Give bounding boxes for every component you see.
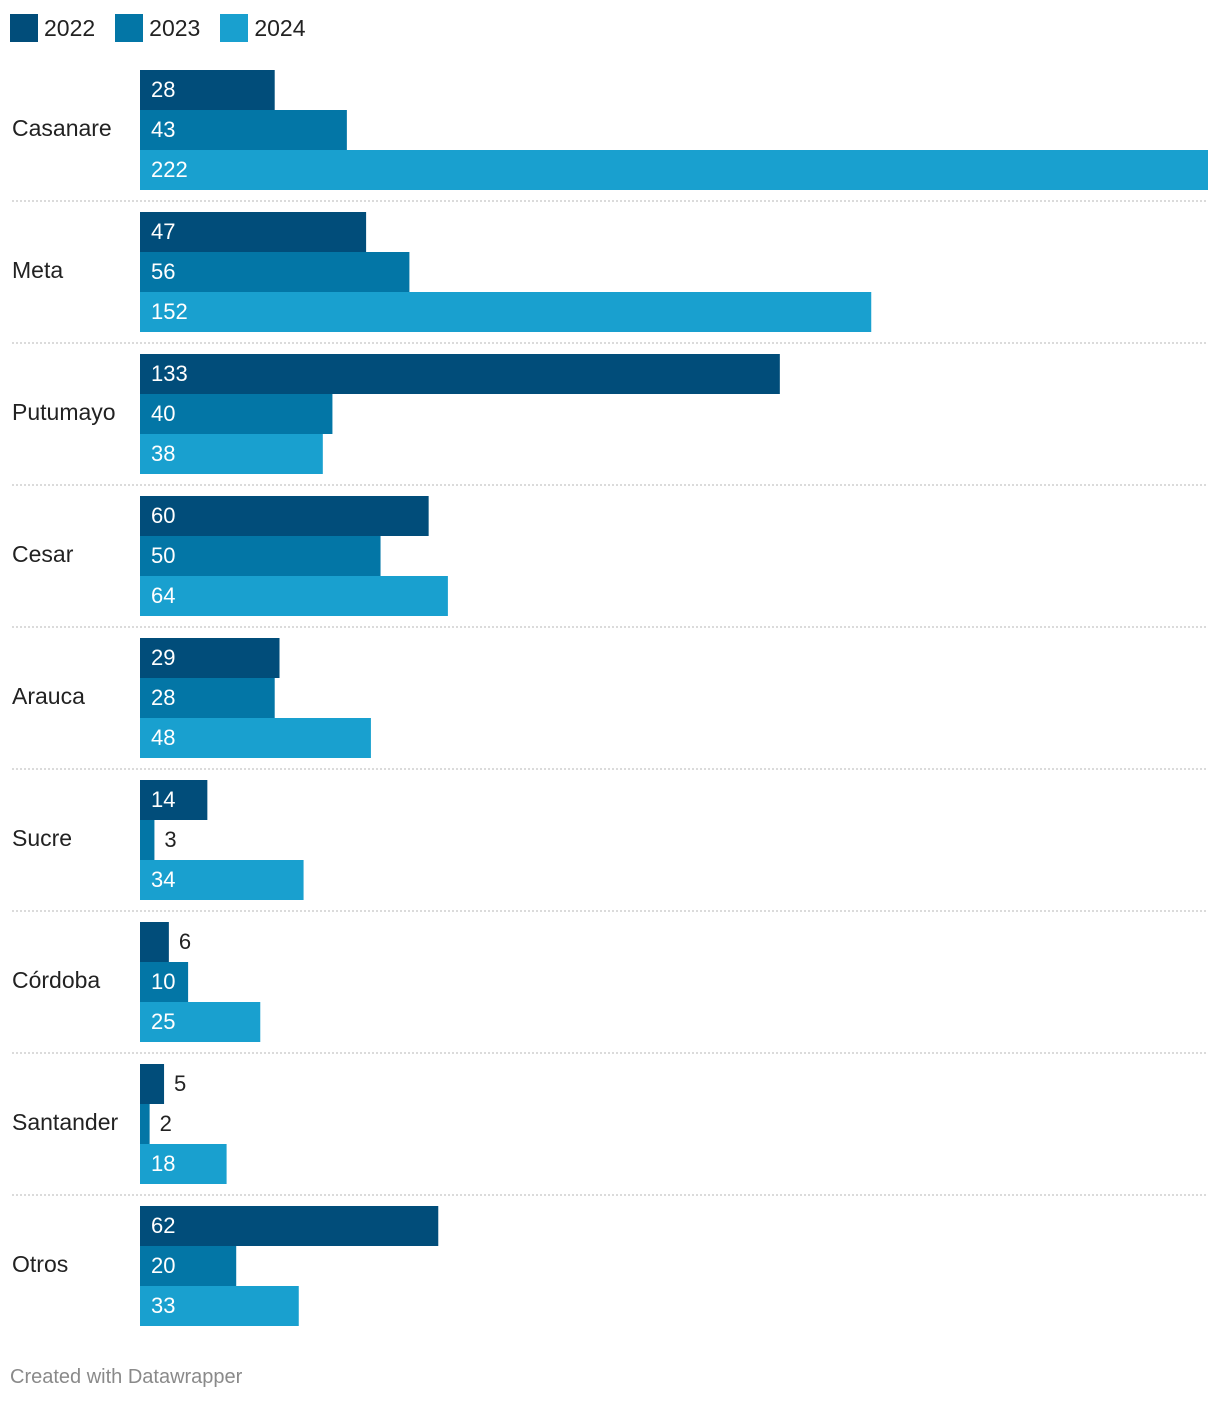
bar-cesar-2023 — [140, 536, 381, 576]
value-label-otros-2024: 33 — [151, 1293, 175, 1318]
value-label-santander-2024: 18 — [151, 1151, 175, 1176]
legend-item-2022: 2022 — [10, 14, 95, 42]
category-label-cesar: Cesar — [12, 541, 74, 567]
bar-arauca-2023 — [140, 678, 275, 718]
legend-swatch-2022 — [10, 14, 38, 42]
bar-casanare-2022 — [140, 70, 275, 110]
bar-cordoba-2024 — [140, 1002, 261, 1042]
bar-santander-2023 — [140, 1104, 150, 1144]
legend-item-2024: 2024 — [220, 14, 306, 42]
legend-label-2024: 2024 — [254, 14, 306, 41]
category-label-otros: Otros — [12, 1251, 68, 1277]
category-label-putumayo: Putumayo — [12, 399, 116, 425]
bar-otros-2023 — [140, 1246, 237, 1286]
value-label-arauca-2023: 28 — [151, 685, 175, 710]
value-label-putumayo-2022: 133 — [151, 361, 188, 386]
bar-arauca-2022 — [140, 638, 280, 678]
category-label-sucre: Sucre — [12, 825, 72, 851]
bar-cesar-2022 — [140, 496, 429, 536]
legend-label-2023: 2023 — [149, 14, 201, 41]
bar-sucre-2023 — [140, 820, 155, 860]
bar-putumayo-2023 — [140, 394, 333, 434]
bar-cordoba-2023 — [140, 962, 189, 1002]
value-label-arauca-2024: 48 — [151, 725, 175, 750]
value-label-sucre-2023: 3 — [164, 827, 176, 852]
bar-santander-2024 — [140, 1144, 227, 1184]
value-label-sucre-2022: 14 — [151, 787, 175, 812]
bar-cesar-2024 — [140, 576, 448, 616]
value-label-santander-2022: 5 — [174, 1071, 186, 1096]
value-label-otros-2022: 62 — [151, 1213, 175, 1238]
category-label-arauca: Arauca — [12, 683, 85, 709]
value-label-meta-2024: 152 — [151, 299, 188, 324]
value-label-casanare-2023: 43 — [151, 117, 175, 142]
bar-meta-2023 — [140, 252, 410, 292]
legend-label-2022: 2022 — [44, 14, 96, 41]
value-label-meta-2023: 56 — [151, 259, 175, 284]
bar-otros-2022 — [140, 1206, 439, 1246]
legend-swatch-2023 — [115, 14, 144, 42]
value-label-putumayo-2024: 38 — [151, 441, 175, 466]
value-label-arauca-2022: 29 — [151, 645, 175, 670]
bar-casanare-2024 — [140, 150, 1208, 190]
value-label-casanare-2022: 28 — [151, 77, 175, 102]
bar-sucre-2022 — [140, 780, 208, 820]
bar-santander-2022 — [140, 1064, 165, 1104]
value-label-cordoba-2024: 25 — [151, 1009, 175, 1034]
value-label-cordoba-2023: 10 — [151, 969, 175, 994]
value-label-cesar-2023: 50 — [151, 543, 175, 568]
bar-putumayo-2024 — [140, 434, 323, 474]
value-label-putumayo-2023: 40 — [151, 401, 175, 426]
category-label-cordoba: Córdoba — [12, 967, 100, 993]
category-label-santander: Santander — [12, 1109, 118, 1135]
bar-otros-2024 — [140, 1286, 299, 1326]
value-label-cordoba-2022: 6 — [179, 929, 191, 954]
bar-sucre-2024 — [140, 860, 304, 900]
value-label-cesar-2022: 60 — [151, 503, 175, 528]
bar-casanare-2023 — [140, 110, 347, 150]
chart-legend: 2022 2023 2024 — [10, 14, 326, 42]
value-label-cesar-2024: 64 — [151, 583, 175, 608]
bar-arauca-2024 — [140, 718, 371, 758]
bar-cordoba-2022 — [140, 922, 169, 962]
value-label-meta-2022: 47 — [151, 219, 175, 244]
category-label-casanare: Casanare — [12, 115, 112, 141]
bar-meta-2022 — [140, 212, 367, 252]
value-label-casanare-2024: 222 — [151, 157, 188, 182]
legend-item-2023: 2023 — [115, 14, 200, 42]
category-label-meta: Meta — [12, 257, 63, 283]
footer-credit: Created with Datawrapper — [10, 1366, 243, 1388]
value-label-sucre-2024: 34 — [151, 867, 175, 892]
value-label-otros-2023: 20 — [151, 1253, 175, 1278]
bar-meta-2024 — [140, 292, 872, 332]
bar-putumayo-2022 — [140, 354, 780, 394]
legend-swatch-2024 — [220, 14, 249, 42]
value-label-santander-2023: 2 — [160, 1111, 172, 1136]
